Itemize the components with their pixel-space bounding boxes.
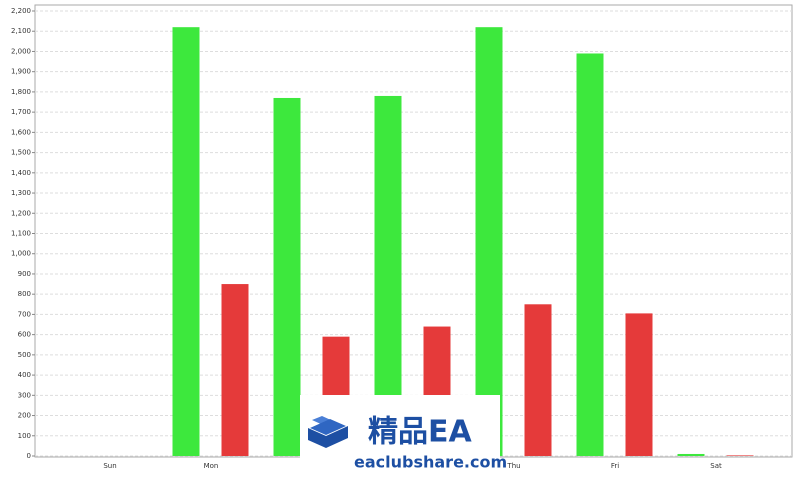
y-tick-label: 300 [18,391,31,399]
y-tick-label: 1,300 [11,189,31,197]
y-tick-label: 2,100 [11,27,31,35]
y-tick-label: 100 [18,432,31,440]
plot-frame [34,4,793,458]
y-tick-label: 700 [18,310,31,318]
y-tick-label: 2,200 [11,7,31,15]
bar [726,455,754,456]
watermark: 精品EA eaclubshare.com [300,395,507,490]
y-tick-label: 1,200 [11,209,31,217]
x-tick-label: Sat [710,462,722,470]
bar [625,313,653,456]
y-tick-label: 800 [18,290,31,298]
y-tick-label: 2,000 [11,47,31,55]
y-tick-label: 1,500 [11,149,31,157]
y-tick-label: 1,900 [11,68,31,76]
y-tick-label: 1,600 [11,128,31,136]
bar [221,284,249,456]
bar [475,27,503,456]
watermark-subtitle: eaclubshare.com [354,453,507,472]
bar [172,27,200,456]
watermark-title: 精品EA [368,415,472,450]
x-tick-label: Fri [611,462,619,470]
y-tick-label: 200 [18,412,31,420]
x-tick-label: Sun [103,462,116,470]
y-tick-label: 1,800 [11,88,31,96]
y-tick-label: 600 [18,331,31,339]
y-tick-label: 500 [18,351,31,359]
y-tick-label: 400 [18,371,31,379]
x-tick-label: Mon [204,462,219,470]
y-tick-label: 1,000 [11,250,31,258]
watermark-icon [308,416,348,448]
bar [576,53,604,457]
bar [677,453,705,456]
y-tick-label: 1,700 [11,108,31,116]
y-tick-label: 0 [27,452,31,460]
plot-layer: 0 100 200 300 400 500 600 700 800 900 1,000 1,100 1,… [11,7,792,470]
y-tick-label: 1,100 [11,230,31,238]
y-tick-label: 900 [18,270,31,278]
y-tick-label: 1,400 [11,169,31,177]
bar [273,97,301,457]
bar [524,304,552,456]
x-tick-label: Thu [506,462,520,470]
